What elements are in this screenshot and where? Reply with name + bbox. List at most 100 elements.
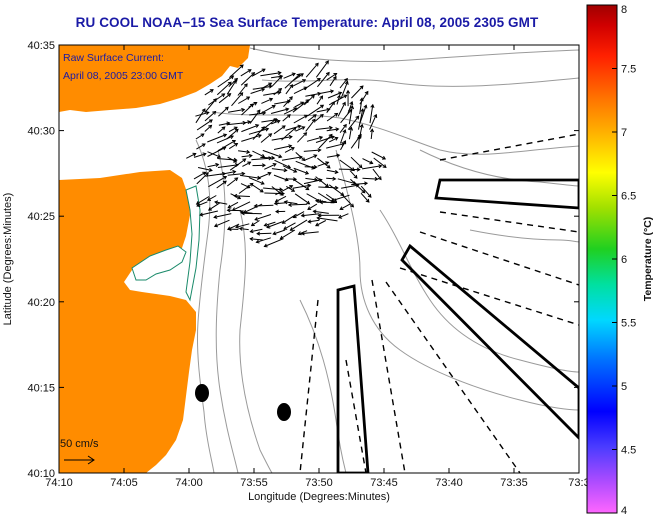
current-vector — [252, 150, 265, 158]
current-vector — [326, 113, 338, 122]
current-vector-head — [317, 148, 322, 153]
current-vector — [217, 126, 226, 134]
current-vector — [207, 195, 217, 201]
current-vector-head — [271, 105, 276, 109]
current-vector-head — [378, 164, 383, 169]
current-vector — [216, 81, 232, 96]
current-vector-head — [350, 203, 355, 208]
current-vector-head — [226, 208, 231, 213]
current-vector — [274, 202, 287, 205]
current-vector-head — [364, 90, 369, 95]
solid-wedges — [336, 178, 579, 473]
current-vector-head — [271, 155, 276, 161]
x-tick-label: 73:45 — [370, 477, 398, 489]
current-vector — [228, 109, 245, 113]
current-vector — [362, 177, 378, 180]
current-vector — [351, 85, 364, 99]
current-vector-head — [311, 118, 316, 123]
current-vector-head — [234, 177, 239, 182]
current-vector-head — [374, 176, 379, 182]
current-vector-head — [257, 134, 262, 138]
current-vector — [232, 201, 251, 211]
current-vector-head — [281, 220, 286, 224]
y-axis-label: Latitude (Degrees:Minutes) — [2, 193, 14, 326]
current-vector-head — [300, 213, 305, 218]
bathymetry-contours — [195, 47, 579, 473]
current-vector — [229, 158, 246, 171]
current-vector-head — [238, 226, 243, 231]
current-vector-head — [278, 75, 283, 80]
colorbar-tick-label: 5 — [621, 381, 627, 393]
current-vector — [207, 146, 226, 157]
current-vector — [285, 84, 293, 95]
current-vector — [270, 108, 289, 114]
current-vector-head — [227, 81, 232, 86]
current-vector-head — [222, 180, 227, 185]
current-vector-head — [299, 73, 304, 77]
current-vector — [196, 143, 206, 150]
current-vector-head — [292, 126, 297, 131]
colorbar-tick-label: 5.5 — [621, 318, 636, 330]
colorbar-ticks: 8 7.5 7 6.5 6 5.5 5 4.5 4 — [612, 4, 636, 517]
current-vector-head — [199, 212, 204, 217]
current-vector-head — [207, 206, 213, 211]
current-vector-head — [227, 93, 232, 97]
current-vector-head — [286, 99, 292, 104]
current-vector-head — [381, 155, 387, 160]
current-vector-head — [303, 114, 308, 119]
y-tick-label: 40:30 — [27, 126, 55, 138]
current-vector-head — [213, 214, 218, 219]
current-vector-head — [344, 80, 349, 85]
scale-label: 50 cm/s — [60, 438, 99, 450]
current-vector-head — [233, 193, 238, 199]
current-vector — [318, 186, 338, 189]
current-vector — [207, 134, 227, 143]
x-tick-label: 74:10 — [45, 477, 73, 489]
current-vector-head — [305, 186, 310, 191]
current-vector — [326, 169, 338, 173]
current-vector-head — [314, 198, 320, 204]
current-vector-head — [306, 200, 311, 205]
current-vector-head — [355, 115, 360, 120]
current-vector-head — [246, 149, 251, 155]
current-vector-head — [232, 79, 237, 84]
current-vector — [370, 129, 373, 140]
y-tick-label: 40:25 — [27, 211, 55, 223]
current-vector — [195, 108, 206, 124]
current-vector — [307, 104, 324, 117]
current-vector-head — [336, 94, 341, 99]
current-vector — [317, 157, 331, 169]
current-vector-head — [227, 227, 232, 232]
current-vector-head — [208, 124, 213, 129]
current-vector-head — [269, 97, 274, 102]
current-vector-head — [370, 103, 375, 108]
current-vector-head — [249, 103, 254, 108]
current-vector — [316, 108, 330, 113]
current-vector-head — [316, 78, 321, 82]
current-vector-head — [292, 214, 297, 219]
current-vector — [288, 203, 308, 206]
current-vector-head — [261, 126, 265, 131]
current-vector — [260, 118, 277, 132]
current-vector — [303, 179, 322, 185]
current-vector-head — [286, 114, 291, 119]
current-vector-head — [233, 158, 238, 163]
current-vector — [217, 140, 236, 152]
current-vector-head — [358, 164, 363, 169]
current-vector — [292, 184, 311, 189]
current-vector-head — [305, 99, 310, 104]
current-vector-head — [307, 206, 312, 210]
current-vector-head — [202, 171, 207, 176]
current-vector — [305, 177, 318, 181]
current-vector — [264, 221, 276, 227]
current-vector — [305, 62, 319, 78]
current-vector-head — [300, 101, 305, 106]
marker-dot-west — [195, 384, 209, 402]
current-vector — [337, 102, 346, 117]
current-vector-head — [224, 106, 229, 111]
current-vector — [263, 91, 281, 96]
current-vector — [350, 156, 363, 168]
current-vector — [251, 220, 260, 227]
current-vector — [313, 210, 329, 214]
current-vector — [293, 211, 305, 218]
